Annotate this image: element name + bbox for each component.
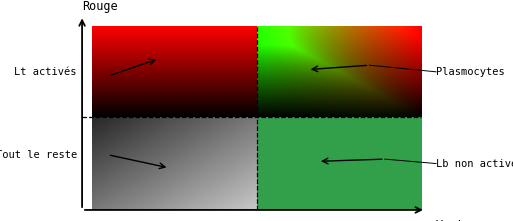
Text: Lb non activés: Lb non activés	[436, 158, 513, 169]
Text: Rouge: Rouge	[82, 0, 117, 13]
Text: Tout le reste: Tout le reste	[0, 150, 77, 160]
Text: Vert: Vert	[436, 219, 465, 221]
Text: Plasmocytes: Plasmocytes	[436, 67, 505, 77]
Text: Lt activés: Lt activés	[14, 67, 77, 77]
